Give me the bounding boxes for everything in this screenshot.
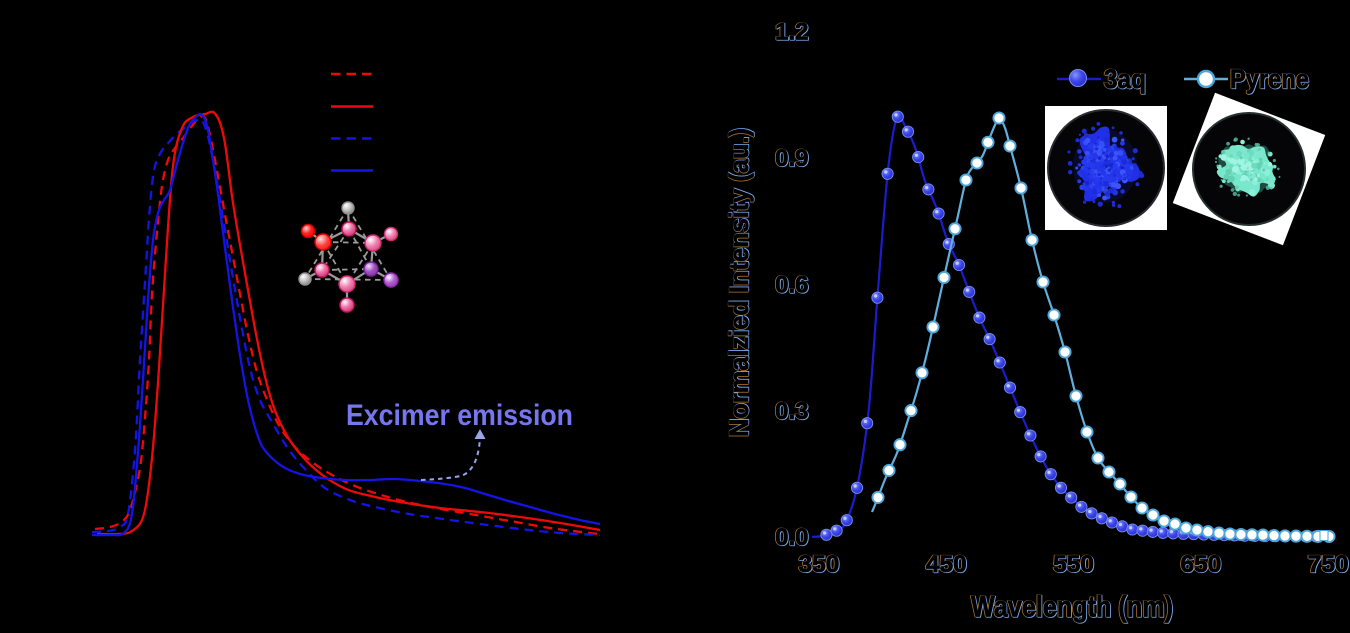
svg-text:3aq: 3aq	[1104, 64, 1146, 94]
svg-text:Wavelength (nm): Wavelength (nm)	[971, 590, 1173, 623]
svg-text:Pyrene: Pyrene	[1230, 64, 1309, 94]
svg-text:Normalzied Intensity (au.): Normalzied Intensity (au.)	[724, 128, 754, 437]
svg-text:550: 550	[1054, 551, 1095, 578]
svg-text:750: 750	[1307, 551, 1348, 578]
svg-text:0.9: 0.9	[775, 145, 808, 172]
svg-text:0.3: 0.3	[775, 398, 808, 425]
svg-text:1.2: 1.2	[775, 18, 808, 45]
svg-text:350: 350	[798, 551, 839, 578]
svg-text:350: 350	[799, 551, 840, 578]
svg-text:Excimer emission: Excimer emission	[346, 399, 573, 432]
svg-text:650: 650	[1180, 551, 1221, 578]
svg-text:0.3: 0.3	[776, 398, 809, 425]
svg-text:450: 450	[926, 551, 967, 578]
svg-text:Pyrene: Pyrene	[1231, 64, 1310, 94]
svg-text:750: 750	[1308, 551, 1349, 578]
svg-text:Wavelength (nm): Wavelength (nm)	[972, 591, 1174, 624]
svg-text:0.9: 0.9	[776, 145, 809, 172]
svg-text:550: 550	[1053, 551, 1094, 578]
svg-text:0.3: 0.3	[775, 398, 808, 425]
svg-text:0.6: 0.6	[775, 271, 808, 298]
svg-text:Pyrene: Pyrene	[1230, 64, 1309, 94]
svg-text:650: 650	[1181, 551, 1222, 578]
svg-text:1.2: 1.2	[776, 19, 809, 46]
svg-text:0.0: 0.0	[776, 524, 809, 551]
svg-text:750: 750	[1308, 551, 1349, 578]
svg-text:Normalzied Intensity (au.): Normalzied Intensity (au.)	[724, 127, 754, 436]
svg-text:0.0: 0.0	[775, 524, 808, 551]
svg-text:450: 450	[926, 551, 967, 578]
svg-text:3aq: 3aq	[1104, 64, 1146, 94]
svg-text:Normalzied Intensity (au.): Normalzied Intensity (au.)	[724, 129, 754, 438]
svg-text:0.6: 0.6	[775, 272, 808, 299]
svg-text:Wavelength (nm): Wavelength (nm)	[971, 591, 1173, 624]
svg-text:0.9: 0.9	[775, 145, 808, 172]
svg-text:550: 550	[1053, 551, 1094, 578]
svg-text:0.6: 0.6	[776, 272, 809, 299]
svg-text:350: 350	[799, 551, 840, 578]
svg-text:450: 450	[925, 551, 966, 578]
svg-text:650: 650	[1180, 551, 1221, 578]
svg-text:1.2: 1.2	[775, 19, 808, 46]
svg-text:3aq: 3aq	[1105, 64, 1147, 94]
svg-text:0.0: 0.0	[775, 524, 808, 551]
